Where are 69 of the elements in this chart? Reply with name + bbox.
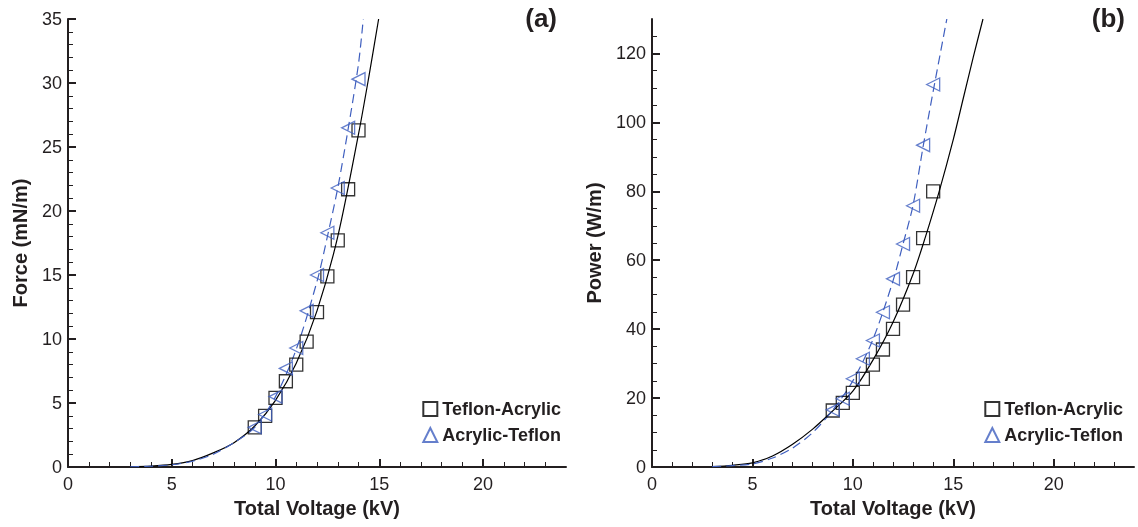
point [309,267,325,283]
y-tick-label: 20 [41,201,62,221]
y-axis-title: Power (W/m) [583,182,605,304]
point [299,303,314,318]
point [865,357,881,372]
x-tick-label: 5 [166,474,177,494]
x-tick-label: 5 [747,474,758,494]
point [855,371,871,386]
y-tick-label: 5 [51,393,62,413]
point [915,137,931,153]
point [320,225,335,240]
point [330,180,345,196]
point [895,297,911,312]
y-tick-label: 15 [41,265,62,285]
point [875,305,891,320]
point [320,269,335,284]
y-tick-label: 30 [41,73,62,93]
x-tick-label: 20 [472,474,494,494]
y-tick-label: 35 [41,9,62,29]
point [351,72,366,87]
point [340,120,356,135]
point [278,361,294,376]
point [309,304,325,320]
x-axis-title: Total Voltage (kV) [234,496,400,519]
chart-title: (b) [1091,3,1125,33]
point [289,357,304,372]
point [875,342,891,357]
point [835,395,850,411]
y-tick-label: 0 [635,457,646,477]
legend-label: Teflon-Acrylic [1004,399,1123,419]
y-tick-label: 20 [625,388,646,409]
point [855,351,871,366]
point [926,77,941,92]
legend-label: Teflon-Acrylic [442,399,561,419]
point [895,236,911,252]
point [289,340,304,356]
y-tick-label: 80 [625,181,646,202]
point [330,233,345,248]
x-tick-label: 20 [1043,474,1064,494]
x-tick-label: 10 [265,474,286,494]
x-axis-title: Total Voltage (kV) [810,496,976,519]
y-tick-label: 40 [625,319,646,340]
y-tick-label: 60 [625,250,646,271]
point [915,231,931,246]
y-tick-label: 120 [615,43,646,64]
point [926,184,941,199]
point [351,123,366,138]
point [885,321,901,336]
y-tick-label: 10 [41,329,62,349]
x-tick-label: 15 [943,474,964,494]
point [845,371,860,386]
x-tick-label: 15 [369,474,390,494]
x-tick-label: 10 [842,474,863,494]
chart-title: (a) [525,3,557,33]
point [340,182,356,197]
y-axis-title: Force (mN/m) [9,178,31,308]
point [278,374,294,389]
y-tick-label: 100 [615,112,646,133]
point [865,333,881,348]
point [885,271,901,286]
point [299,334,314,349]
point [905,198,921,213]
y-tick-label: 25 [41,137,62,157]
legend-label: Acrylic-Teflon [1004,425,1123,445]
point [845,385,860,401]
point [905,269,921,285]
point [835,391,850,406]
legend-label: Acrylic-Teflon [442,425,561,445]
y-tick-label: 0 [51,457,62,477]
